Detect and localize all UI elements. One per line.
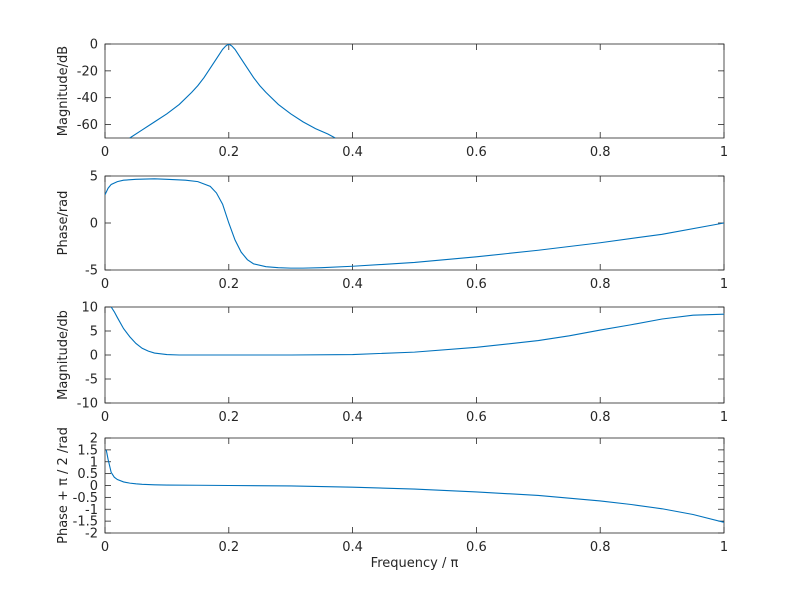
axes-frame bbox=[104, 175, 725, 271]
y-axis-label: Phase + π / 2 /rad bbox=[56, 427, 71, 544]
series-line bbox=[129, 44, 336, 138]
subplot-3: 0 0.2 0.4 0.6 0.8 1 10 5 0 -5 -10 Magnitude/db bbox=[56, 301, 728, 426]
x-tick-label: 0.8 bbox=[590, 410, 611, 425]
x-tick-label: 1 bbox=[720, 410, 728, 425]
x-tick-label: 0.2 bbox=[218, 540, 239, 555]
series-line bbox=[110, 307, 724, 356]
y-tick-label: -0.5 bbox=[73, 491, 98, 506]
subplot-4: 0 0.2 0.4 0.6 0.8 121.510.50-0.5-1-1.5-2Phase… bbox=[56, 427, 728, 571]
series-line bbox=[105, 178, 724, 269]
x-tick-label: 0.2 bbox=[218, 277, 239, 292]
y-tick-label: 5 bbox=[90, 170, 98, 185]
x-tick-label: 0.2 bbox=[218, 410, 239, 425]
y-tick-label: -40 bbox=[77, 91, 98, 106]
x-tick-label: 0 bbox=[101, 410, 109, 425]
x-tick-label: 0.4 bbox=[342, 145, 363, 160]
x-tick-label: 0.6 bbox=[466, 277, 487, 292]
y-tick-label: -10 bbox=[77, 397, 98, 412]
x-tick-label: 0.4 bbox=[342, 410, 363, 425]
y-tick-label: -5 bbox=[85, 373, 98, 388]
y-tick-label: 0.5 bbox=[77, 467, 98, 482]
y-tick-label: -1.5 bbox=[73, 515, 98, 530]
y-tick-label: 0 bbox=[90, 349, 98, 364]
y-tick-label: 1 bbox=[90, 455, 98, 470]
y-tick-label: -20 bbox=[77, 64, 98, 79]
x-tick-label: 1 bbox=[720, 277, 728, 292]
x-tick-label: 0.8 bbox=[590, 277, 611, 292]
axes-frame bbox=[104, 43, 725, 139]
x-tick-label: 0.2 bbox=[218, 145, 239, 160]
y-axis-label: Magnitude/dB bbox=[56, 46, 71, 136]
y-tick-label: -1 bbox=[85, 503, 98, 518]
y-tick-label: 5 bbox=[90, 325, 98, 340]
x-tick-label: 1 bbox=[720, 145, 728, 160]
x-tick-label: 0.6 bbox=[466, 540, 487, 555]
y-axis-label: Phase/rad bbox=[56, 191, 71, 256]
x-tick-label: 0 bbox=[101, 277, 109, 292]
x-tick-label: 0.4 bbox=[342, 277, 363, 292]
series-line bbox=[105, 449, 724, 523]
y-tick-label: 0 bbox=[90, 479, 98, 494]
x-axis-label: Frequency / π bbox=[371, 556, 459, 571]
y-axis-label: Magnitude/db bbox=[56, 310, 71, 400]
y-tick-label: 2 bbox=[90, 432, 98, 447]
y-tick-label: 0 bbox=[90, 217, 98, 232]
x-tick-label: 1 bbox=[720, 540, 728, 555]
y-tick-label: 10 bbox=[81, 301, 98, 316]
x-tick-label: 0.8 bbox=[590, 145, 611, 160]
y-tick-label: 0 bbox=[90, 38, 98, 53]
x-tick-label: 0 bbox=[101, 145, 109, 160]
x-tick-label: 0.6 bbox=[466, 145, 487, 160]
subplot-1: 0 0.2 0.4 0.6 0.8 1 0 -20 -40 -60 Magnitude/dB bbox=[56, 38, 728, 161]
y-tick-label: 1.5 bbox=[77, 443, 98, 458]
y-tick-label: -60 bbox=[77, 118, 98, 133]
y-tick-label: -2 bbox=[85, 527, 98, 542]
x-tick-label: 0 bbox=[101, 540, 109, 555]
x-tick-label: 0.4 bbox=[342, 540, 363, 555]
x-tick-label: 0.8 bbox=[590, 540, 611, 555]
x-tick-label: 0.6 bbox=[466, 410, 487, 425]
y-tick-label: -5 bbox=[85, 264, 98, 279]
